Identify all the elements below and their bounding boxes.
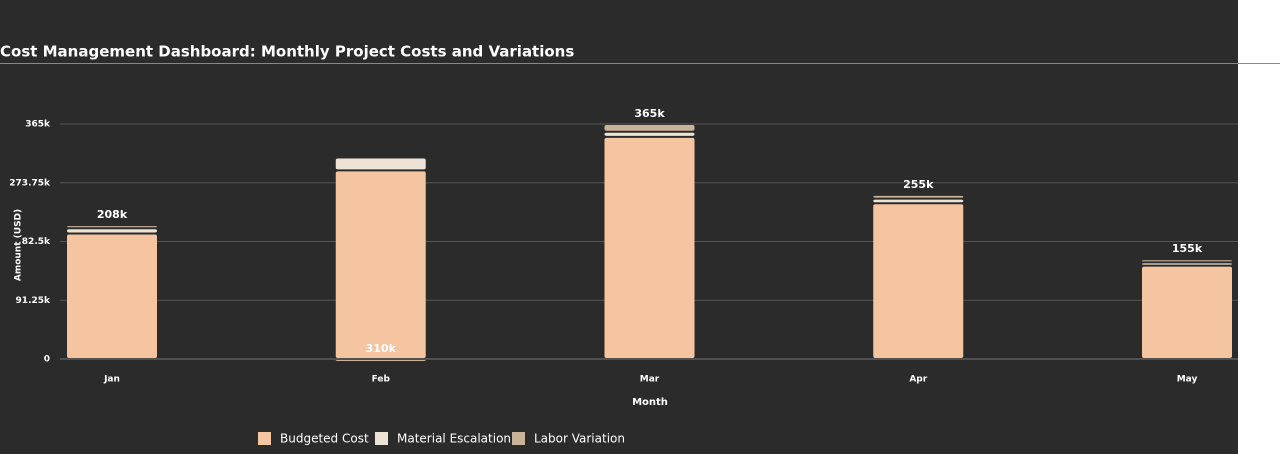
bar-segment: [1142, 266, 1232, 358]
total-label: 310k: [366, 342, 397, 355]
x-tick-label: Apr: [909, 375, 927, 385]
bar-segment: [67, 234, 157, 358]
bar-segment: [604, 137, 695, 358]
total-label: 365k: [634, 107, 665, 120]
total-label: 155k: [1172, 242, 1203, 255]
legend-label: Material Escalation: [397, 432, 511, 446]
y-tick-label: 365k: [25, 120, 51, 130]
legend-label: Budgeted Cost: [280, 432, 369, 446]
bar-segment: [873, 195, 964, 198]
bar-segment: [335, 171, 426, 358]
legend-swatch: [512, 432, 525, 445]
x-tick-label: May: [1177, 375, 1198, 385]
legend-label: Labor Variation: [534, 432, 625, 446]
bar-segment: [873, 199, 964, 203]
legend-swatch: [375, 432, 388, 445]
y-axis-label: Amount (USD): [14, 209, 24, 281]
x-axis-label: Month: [632, 397, 668, 408]
x-tick-label: Feb: [372, 375, 391, 385]
bar-segment: [1142, 260, 1232, 262]
legend-swatch: [258, 432, 271, 445]
bar-segment: [67, 226, 157, 228]
bar-segment: [604, 132, 695, 136]
total-label: 255k: [903, 178, 934, 191]
y-tick-label: 273.75k: [9, 178, 51, 188]
x-tick-label: Mar: [640, 375, 660, 385]
bar-segment: [1142, 263, 1232, 265]
bar-segment: [873, 204, 964, 358]
bar-segment: [67, 229, 157, 233]
y-tick-label: 91.25k: [16, 296, 51, 306]
x-tick-label: Jan: [103, 375, 120, 385]
bar-segment: [604, 125, 695, 131]
bar-segment: [335, 360, 426, 361]
bar-segment: [335, 158, 426, 170]
chart-title: Cost Management Dashboard: Monthly Proje…: [0, 43, 574, 61]
y-tick-label: 82.5k: [22, 237, 51, 247]
total-label: 208k: [97, 208, 128, 221]
y-tick-label: 0: [44, 355, 50, 365]
